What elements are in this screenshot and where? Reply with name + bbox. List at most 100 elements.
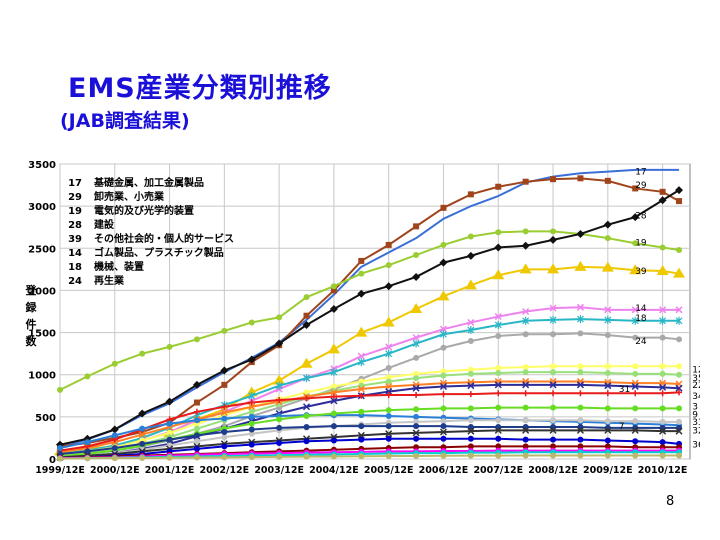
- data-point-28: [110, 425, 119, 434]
- series-line-3: [59, 414, 680, 450]
- data-point-34: [221, 403, 228, 410]
- data-point-h: [248, 454, 255, 461]
- series-end-label-3: 3: [692, 403, 698, 413]
- data-point-36: [385, 435, 392, 442]
- data-point-h: [193, 454, 200, 461]
- data-point-9: [385, 407, 392, 414]
- series-line-17: [59, 168, 680, 448]
- data-point-35: [632, 370, 639, 377]
- data-point-12: [385, 374, 392, 381]
- data-point-h: [84, 455, 91, 462]
- data-point-e: [604, 443, 611, 450]
- series-line-12: [59, 365, 680, 455]
- data-point-29: [659, 188, 666, 195]
- data-point-28: [138, 409, 147, 418]
- series-end-label-24: 24: [635, 337, 647, 347]
- data-point-e: [550, 443, 557, 450]
- data-point-7: [330, 423, 337, 430]
- data-point-29: [495, 183, 502, 190]
- data-point-24: [467, 338, 474, 344]
- data-point-36: [604, 437, 611, 444]
- data-point-7: [84, 448, 91, 455]
- data-point-h: [276, 453, 283, 460]
- data-point-31: [549, 381, 557, 389]
- data-point-9: [676, 405, 683, 412]
- data-point-33: [659, 418, 666, 425]
- data-point-36: [467, 435, 474, 442]
- data-point-32: [549, 426, 557, 434]
- data-point-31: [302, 403, 311, 411]
- data-point-36: [495, 435, 502, 442]
- data-point-18: [494, 320, 502, 329]
- data-point-14: [675, 306, 683, 314]
- series-end-label-9: 9: [692, 410, 698, 420]
- legend-label-28: 建設: [93, 218, 115, 231]
- data-point-9: [330, 410, 337, 417]
- data-point-39: [464, 279, 477, 290]
- data-point-36: [358, 436, 365, 443]
- data-point-33: [467, 417, 474, 424]
- data-point-39: [673, 267, 686, 278]
- series-line-33: [59, 419, 680, 459]
- data-point-h: [139, 454, 146, 461]
- data-point-7: [467, 423, 474, 430]
- data-point-14: [439, 325, 448, 333]
- data-point-7: [440, 423, 447, 430]
- data-point-12: [467, 366, 474, 373]
- data-point-35: [522, 369, 529, 376]
- data-point-18: [577, 315, 584, 324]
- data-point-36: [577, 436, 584, 443]
- data-point-36: [248, 441, 255, 448]
- x-tick-label: 2005/12E: [364, 465, 414, 476]
- legend-code-29: 29: [68, 192, 82, 203]
- data-point-34: [659, 390, 666, 397]
- series-end-label-7: 7: [619, 422, 625, 432]
- data-point-19: [632, 240, 639, 247]
- data-point-14: [549, 304, 557, 312]
- series-line-f: [59, 449, 680, 460]
- y-axis-label-char: 数: [26, 334, 38, 348]
- series-end-label-12: 12: [692, 366, 700, 376]
- data-point-14: [522, 307, 530, 316]
- data-point-9: [248, 420, 255, 427]
- data-point-29: [221, 381, 228, 388]
- data-point-h: [413, 452, 420, 459]
- data-point-3: [193, 417, 200, 424]
- data-point-32: [604, 426, 612, 434]
- x-tick-label: 2007/12E: [473, 465, 523, 476]
- data-point-39: [382, 316, 395, 327]
- data-point-39: [437, 290, 450, 301]
- data-point-29: [358, 257, 365, 264]
- series-end-label-32: 32: [692, 426, 700, 436]
- data-point-31: [659, 383, 667, 391]
- data-point-35: [193, 425, 200, 432]
- data-point-35: [659, 370, 666, 377]
- data-point-34: [467, 391, 474, 398]
- data-point-34: [440, 391, 447, 398]
- x-tick-label: 2010/12E: [638, 465, 688, 476]
- data-point-7: [385, 423, 392, 430]
- data-point-7: [358, 423, 365, 430]
- series-end-label-31: 31: [619, 385, 630, 395]
- data-point-32: [467, 427, 475, 435]
- data-point-34: [632, 390, 639, 397]
- series-end-label-18: 18: [635, 314, 647, 324]
- data-point-e: [413, 444, 420, 451]
- data-point-24: [385, 364, 392, 371]
- data-point-14: [467, 318, 475, 326]
- y-tick-label: 500: [35, 413, 56, 424]
- data-point-36: [330, 437, 337, 444]
- data-point-7: [248, 426, 255, 433]
- data-point-12: [440, 368, 447, 375]
- data-point-32: [576, 426, 584, 434]
- data-point-29: [676, 198, 683, 205]
- data-point-28: [192, 380, 201, 389]
- series-end-label-35: 35: [692, 374, 700, 384]
- y-tick-label: 2500: [28, 244, 56, 255]
- data-point-14: [659, 306, 667, 314]
- data-point-35: [577, 369, 584, 376]
- data-point-9: [467, 405, 474, 412]
- data-point-12: [495, 364, 502, 371]
- data-point-19: [604, 235, 611, 242]
- data-point-12: [522, 364, 529, 371]
